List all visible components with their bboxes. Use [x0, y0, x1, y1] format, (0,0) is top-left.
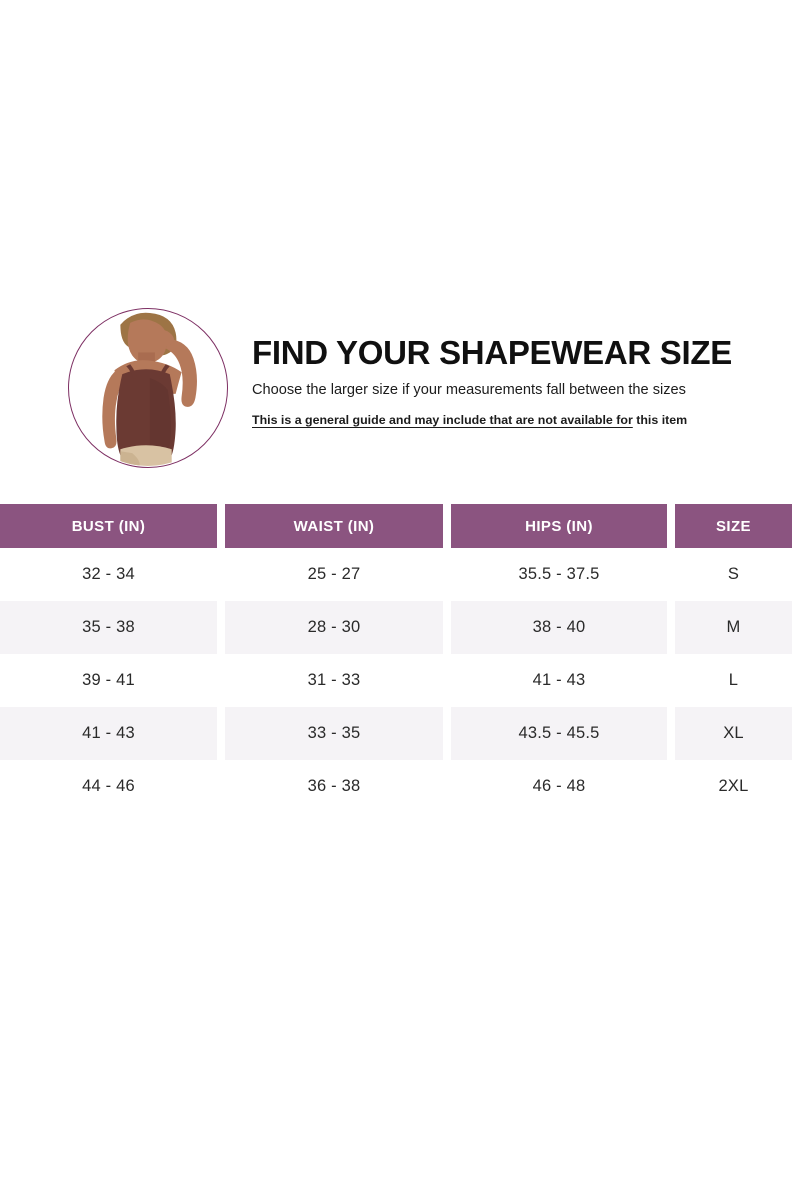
- page-title: FIND YOUR SHAPEWEAR SIZE: [252, 334, 732, 371]
- model-illustration-icon: [69, 309, 227, 467]
- table-row: 35 - 38 28 - 30 38 - 40 M: [0, 601, 800, 654]
- headline-area: FIND YOUR SHAPEWEAR SIZE Choose the larg…: [252, 334, 792, 428]
- cell-size: S: [727, 565, 740, 583]
- disclaimer-underlined-text: This is a general guide and may include …: [252, 412, 633, 427]
- column-header-bust: BUST (IN): [0, 504, 217, 548]
- disclaimer-note: This is a general guide and may include …: [252, 413, 792, 428]
- disclaimer-tail-text: this item: [632, 412, 688, 427]
- cell-hips: 46 - 48: [532, 777, 586, 795]
- cell-size: M: [675, 601, 792, 654]
- product-photo-circle: [68, 308, 228, 468]
- column-header-hips: HIPS (IN): [451, 504, 667, 548]
- cell-bust: 32 - 34: [82, 565, 135, 583]
- cell-size: L: [728, 671, 739, 689]
- cell-hips: 43.5 - 45.5: [451, 707, 667, 760]
- cell-hips: 41 - 43: [532, 671, 586, 689]
- cell-waist: 31 - 33: [307, 671, 361, 689]
- table-row: 44 - 46 36 - 38 46 - 48 2XL: [0, 760, 800, 813]
- cell-waist: 33 - 35: [225, 707, 443, 760]
- cell-waist: 25 - 27: [307, 565, 361, 583]
- cell-size: XL: [675, 707, 792, 760]
- page-subtitle: Choose the larger size if your measureme…: [252, 381, 686, 398]
- cell-bust: 35 - 38: [0, 601, 217, 654]
- cell-size: 2XL: [718, 777, 749, 795]
- size-chart-table: BUST (IN) WAIST (IN) HIPS (IN) SIZE 32 -…: [0, 504, 800, 813]
- cell-bust: 39 - 41: [82, 671, 135, 689]
- cell-bust: 41 - 43: [0, 707, 217, 760]
- cell-waist: 28 - 30: [225, 601, 443, 654]
- column-header-waist: WAIST (IN): [225, 504, 443, 548]
- column-header-size: SIZE: [675, 504, 792, 548]
- cell-bust: 44 - 46: [82, 777, 135, 795]
- cell-hips: 35.5 - 37.5: [518, 565, 600, 583]
- table-row: 32 - 34 25 - 27 35.5 - 37.5 S: [0, 548, 800, 601]
- size-guide-header: FIND YOUR SHAPEWEAR SIZE Choose the larg…: [0, 300, 800, 480]
- table-header-row: BUST (IN) WAIST (IN) HIPS (IN) SIZE: [0, 504, 800, 548]
- cell-hips: 38 - 40: [451, 601, 667, 654]
- table-row: 39 - 41 31 - 33 41 - 43 L: [0, 654, 800, 707]
- cell-waist: 36 - 38: [307, 777, 361, 795]
- table-row: 41 - 43 33 - 35 43.5 - 45.5 XL: [0, 707, 800, 760]
